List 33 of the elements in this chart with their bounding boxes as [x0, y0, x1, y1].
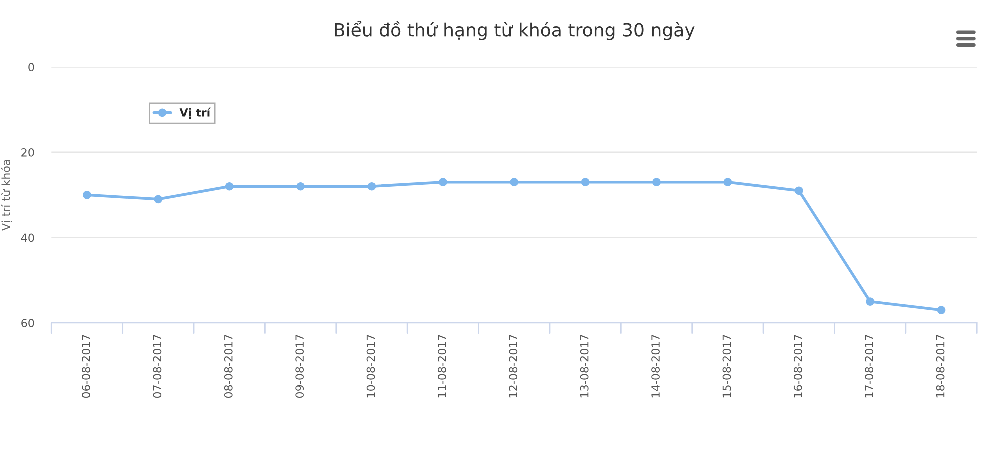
x-tick-label: 16-08-2017 — [794, 335, 802, 398]
point — [652, 178, 661, 187]
point — [154, 195, 163, 204]
point — [510, 178, 519, 187]
x-tick-label: 07-08-2017 — [153, 335, 162, 398]
x-tick-label: 17-08-2017 — [865, 335, 874, 398]
x-tick-label: 10-08-2017 — [366, 335, 376, 398]
point — [794, 186, 804, 196]
point — [581, 178, 590, 187]
point — [866, 298, 874, 306]
legend-label: Vị trí — [180, 108, 212, 120]
x-tick-label: 18-08-2017 — [936, 335, 945, 398]
point — [225, 182, 234, 191]
point — [368, 182, 376, 191]
y-axis-title: Vị trí từ khóa — [1, 160, 12, 231]
x-tick-label: 11-08-2017 — [438, 335, 446, 398]
x-tick-label: 12-08-2017 — [509, 335, 518, 398]
y-tick-label: 60 — [22, 319, 34, 328]
x-tick-label: 13-08-2017 — [580, 335, 589, 398]
point — [439, 178, 448, 187]
x-tick-label: 14-08-2017 — [652, 335, 660, 398]
x-tick-label: 09-08-2017 — [296, 335, 304, 398]
point — [83, 190, 92, 200]
x-tick-label: 06-08-2017 — [82, 335, 90, 398]
x-tick-label: 15-08-2017 — [722, 335, 732, 398]
x-tick-label: 08-08-2017 — [224, 335, 233, 398]
point — [724, 178, 732, 187]
chart-title: Biểu đồ thứ hạng từ khóa trong 30 ngày — [335, 21, 695, 40]
y-tick-label: 40 — [21, 234, 34, 242]
y-tick-label: 0 — [28, 63, 34, 72]
point — [296, 182, 305, 191]
y-tick-label: 20 — [22, 148, 34, 157]
point — [937, 306, 946, 314]
